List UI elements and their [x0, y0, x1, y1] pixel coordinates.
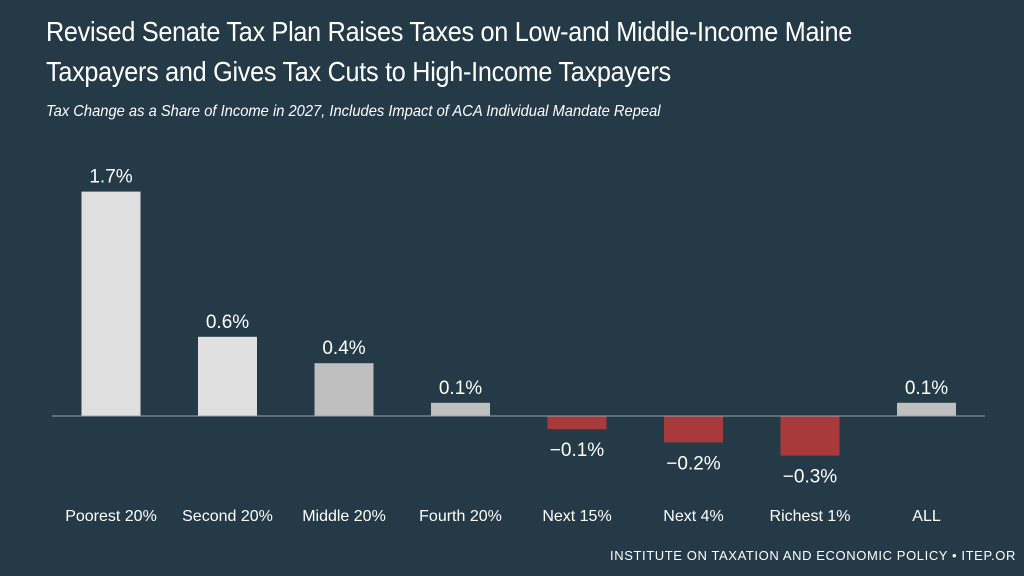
bar-7 [897, 402, 956, 416]
title-line-1: Revised Senate Tax Plan Raises Taxes on … [46, 16, 853, 47]
data-label-4: −0.1% [550, 440, 605, 461]
category-label-7: ALL [912, 508, 941, 525]
bar-3 [431, 402, 490, 416]
category-label-2: Middle 20% [302, 508, 386, 525]
category-label-4: Next 15% [542, 508, 611, 525]
bar-5 [664, 416, 723, 443]
category-label-3: Fourth 20% [419, 508, 502, 525]
data-label-3: 0.1% [439, 378, 482, 399]
bar-0 [81, 191, 141, 416]
source-credit: INSTITUTE ON TAXATION AND ECONOMIC POLIC… [610, 548, 1016, 563]
title-line-2: Taxpayers and Gives Tax Cuts to High-Inc… [46, 56, 671, 87]
bar-1 [198, 336, 257, 416]
data-label-7: 0.1% [905, 378, 948, 399]
data-label-1: 0.6% [206, 312, 249, 333]
data-label-2: 0.4% [322, 338, 365, 359]
bar-6 [780, 416, 840, 456]
chart-title: Revised Senate Tax Plan Raises Taxes on … [46, 12, 910, 92]
category-label-0: Poorest 20% [65, 508, 157, 525]
category-label-5: Next 4% [663, 508, 723, 525]
bar-4 [547, 416, 607, 430]
data-label-0: 1.7% [89, 167, 132, 188]
category-label-6: Richest 1% [770, 508, 851, 525]
data-label-5: −0.2% [666, 453, 721, 474]
category-label-1: Second 20% [182, 508, 273, 525]
bar-2 [314, 363, 374, 416]
chart-subtitle: Tax Change as a Share of Income in 2027,… [46, 103, 661, 120]
data-label-6: −0.3% [783, 467, 838, 488]
